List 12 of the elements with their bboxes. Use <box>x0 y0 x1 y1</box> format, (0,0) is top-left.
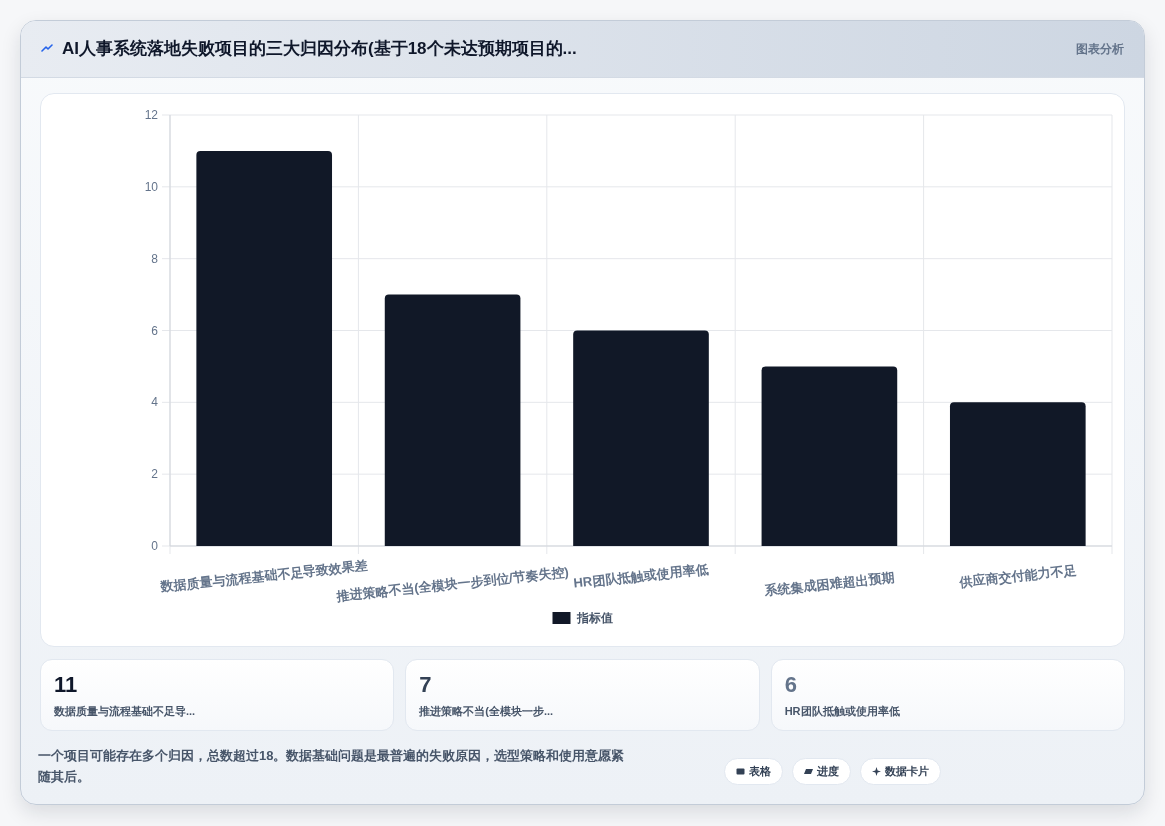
data-label: 7 <box>419 671 433 699</box>
text: 数据卡片 <box>885 764 929 779</box>
text: 图表分析 <box>1076 41 1124 58</box>
data-label: 11 <box>54 671 79 699</box>
text: 进度 <box>817 764 839 779</box>
text: 表格 <box>749 764 771 779</box>
text: 一个项目可能存在多个归因，总数超过18。数据基础问题是最普遍的失败原因，选型策略和使用意愿紧随其后。 <box>38 747 626 786</box>
category-label: 推进策略不当(全模块一步... <box>419 704 555 719</box>
data-label: 6 <box>784 671 798 699</box>
chart-title: AI人事系统落地失败项目的三大归因分布(基于18个未达预期项目的... <box>62 38 577 60</box>
category-label: HR团队抵触或使用率低 <box>784 704 901 719</box>
category-label: 数据质量与流程基础不足导... <box>54 704 197 719</box>
